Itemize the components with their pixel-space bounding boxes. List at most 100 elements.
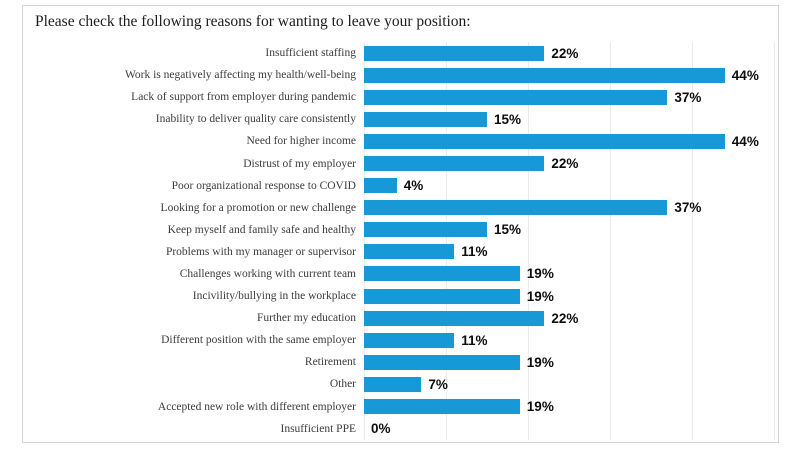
bar-track: 19%: [364, 266, 774, 282]
bar-row: Distrust of my employer 22%: [23, 152, 778, 174]
bar: [364, 354, 520, 370]
gridline: [610, 42, 611, 440]
bar-track: 22%: [364, 156, 774, 172]
category-label: Poor organizational response to COVID: [171, 179, 356, 192]
bar-track: 37%: [364, 89, 774, 105]
value-label: 11%: [461, 244, 488, 260]
category-label: Other: [329, 378, 356, 391]
bar: [364, 266, 520, 282]
bar: [364, 399, 520, 415]
bar: [364, 310, 545, 326]
bar-row: Challenges working with current team 19%: [23, 263, 778, 285]
bar: [364, 45, 545, 61]
gridline: [774, 42, 775, 440]
bar: [364, 156, 545, 172]
value-label: 44%: [731, 133, 759, 149]
gridline: [446, 42, 447, 440]
category-label: Problems with my manager or supervisor: [165, 245, 356, 258]
gridlines: [364, 42, 775, 440]
category-label: Inability to deliver quality care consis…: [155, 113, 356, 126]
category-label: Further my education: [256, 312, 356, 325]
bar: [364, 133, 725, 149]
bar: [364, 244, 455, 260]
bar-track: 11%: [364, 332, 774, 348]
bar-row: Insufficient PPE 0%: [23, 418, 778, 440]
category-label: Different position with the same employe…: [161, 334, 356, 347]
chart-title: Please check the following reasons for w…: [35, 13, 471, 30]
bar-row: Keep myself and family safe and healthy 1…: [23, 219, 778, 241]
bar-track: 4%: [364, 178, 774, 194]
category-label: Distrust of my employer: [243, 157, 356, 170]
value-label: 15%: [494, 222, 522, 238]
bar-row: Insufficient staffing 22%: [23, 42, 778, 64]
chart-frame: Please check the following reasons for w…: [22, 5, 779, 443]
bar-track: 44%: [364, 133, 774, 149]
bar-row: Work is negatively affecting my health/w…: [23, 64, 778, 86]
bar-track: 22%: [364, 45, 774, 61]
bar: [364, 111, 487, 127]
bar-track: 15%: [364, 222, 774, 238]
bar-track: 11%: [364, 244, 774, 260]
bar-row: Problems with my manager or supervisor 11…: [23, 241, 778, 263]
bar-track: 0%: [364, 421, 774, 436]
bar-row: Inability to deliver quality care consis…: [23, 108, 778, 130]
bar-track: 22%: [364, 310, 774, 326]
gridline: [528, 42, 529, 440]
bar-row: Further my education 22%: [23, 307, 778, 329]
category-label: Keep myself and family safe and healthy: [167, 223, 356, 236]
category-label: Insufficient PPE: [280, 422, 357, 435]
gridline: [692, 42, 693, 440]
plot-area: Insufficient staffing 22% Work is negative…: [23, 42, 778, 440]
bar-row: Incivility/bullying in the workplace 19%: [23, 285, 778, 307]
value-label: 0%: [371, 421, 391, 437]
bar: [364, 200, 668, 216]
value-label: 37%: [674, 89, 702, 105]
bar-track: 7%: [364, 376, 774, 392]
bar: [364, 178, 397, 194]
category-label: Retirement: [304, 356, 356, 369]
value-label: 44%: [731, 67, 759, 83]
bar-track: 44%: [364, 67, 774, 83]
bar: [364, 376, 422, 392]
bar: [364, 288, 520, 304]
value-label: 37%: [674, 200, 702, 216]
value-label: 15%: [494, 111, 522, 127]
bar-row: Poor organizational response to COVID 4%: [23, 175, 778, 197]
bar-track: 19%: [364, 288, 774, 304]
value-label: 7%: [428, 376, 448, 392]
category-label: Challenges working with current team: [179, 267, 356, 280]
bar: [364, 332, 455, 348]
bar-row: Different position with the same employe…: [23, 329, 778, 351]
value-label: 19%: [526, 399, 554, 415]
bar-track: 37%: [364, 200, 774, 216]
value-label: 11%: [461, 332, 488, 348]
bar: [364, 222, 487, 238]
category-label: Looking for a promotion or new challenge: [160, 201, 356, 214]
category-label: Need for higher income: [246, 135, 356, 148]
bar-row: Accepted new role with different employe…: [23, 396, 778, 418]
category-label: Incivility/bullying in the workplace: [192, 290, 356, 303]
bar: [364, 89, 668, 105]
value-label: 4%: [403, 178, 424, 194]
bar-row: Looking for a promotion or new challenge…: [23, 197, 778, 219]
category-label: Accepted new role with different employe…: [157, 400, 356, 413]
bar: [364, 67, 725, 83]
bar-row: Lack of support from employer during pan…: [23, 86, 778, 108]
value-label: 19%: [526, 288, 554, 304]
value-label: 19%: [526, 354, 554, 370]
bar-track: 19%: [364, 354, 774, 370]
category-label: Work is negatively affecting my health/w…: [124, 69, 356, 82]
bar-row: Other 7%: [23, 373, 778, 395]
value-label: 22%: [551, 310, 579, 326]
bar-track: 15%: [364, 111, 774, 127]
bar-track: 19%: [364, 399, 774, 415]
category-label: Lack of support from employer during pan…: [131, 91, 356, 104]
bar-rows: Insufficient staffing 22% Work is negative…: [23, 42, 778, 440]
bar-row: Need for higher income 44%: [23, 130, 778, 152]
gridline: [364, 42, 365, 440]
value-label: 22%: [551, 156, 579, 172]
value-label: 19%: [526, 266, 554, 282]
value-label: 22%: [551, 45, 579, 61]
bar-row: Retirement 19%: [23, 351, 778, 373]
category-label: Insufficient staffing: [265, 47, 356, 60]
